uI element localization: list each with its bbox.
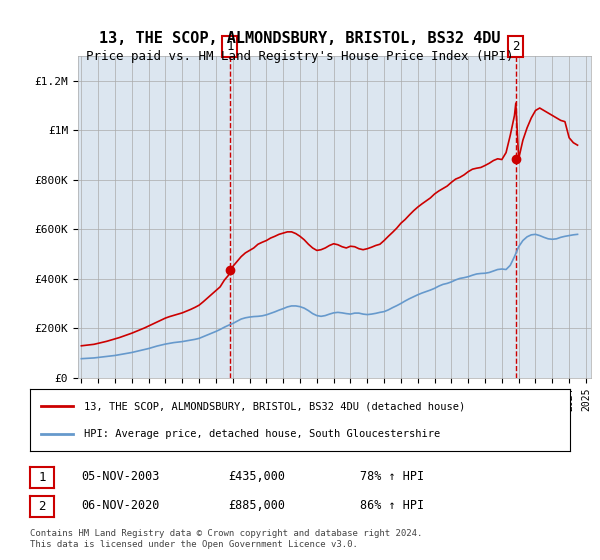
Text: £435,000: £435,000	[228, 469, 285, 483]
Text: 06-NOV-2020: 06-NOV-2020	[81, 498, 160, 512]
Text: HPI: Average price, detached house, South Gloucestershire: HPI: Average price, detached house, Sout…	[84, 428, 440, 438]
Text: 2: 2	[512, 40, 520, 53]
Text: 13, THE SCOP, ALMONDSBURY, BRISTOL, BS32 4DU (detached house): 13, THE SCOP, ALMONDSBURY, BRISTOL, BS32…	[84, 402, 465, 412]
Text: 86% ↑ HPI: 86% ↑ HPI	[360, 498, 424, 512]
Text: Contains HM Land Registry data © Crown copyright and database right 2024.
This d: Contains HM Land Registry data © Crown c…	[30, 529, 422, 549]
Text: £885,000: £885,000	[228, 498, 285, 512]
Text: 13, THE SCOP, ALMONDSBURY, BRISTOL, BS32 4DU: 13, THE SCOP, ALMONDSBURY, BRISTOL, BS32…	[99, 31, 501, 46]
Text: 1: 1	[38, 471, 46, 484]
Text: Price paid vs. HM Land Registry's House Price Index (HPI): Price paid vs. HM Land Registry's House …	[86, 50, 514, 63]
Text: 05-NOV-2003: 05-NOV-2003	[81, 469, 160, 483]
Text: 1: 1	[226, 40, 233, 53]
Text: 78% ↑ HPI: 78% ↑ HPI	[360, 469, 424, 483]
Text: 2: 2	[38, 500, 46, 514]
